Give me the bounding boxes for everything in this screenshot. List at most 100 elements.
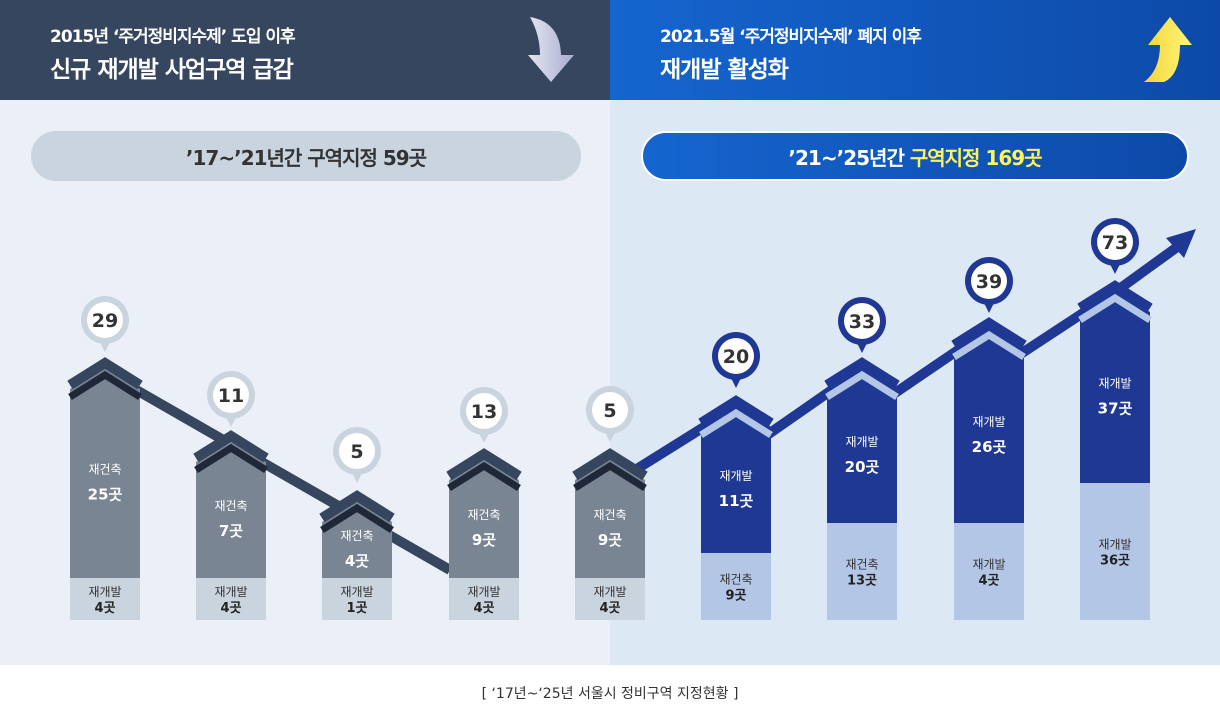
lower-type-label: 재개발 [214,585,247,599]
upper-value-label: 9곳 [472,531,496,549]
bar-upper [954,327,1024,523]
arrow-down-icon [528,17,574,82]
roof-stripe [68,370,142,400]
bubble [339,433,375,469]
total-label: 20 [723,346,749,368]
bar-upper [70,367,140,578]
pill-right-highlight: 구역지정 169곳 [909,145,1043,170]
bar-lower [954,523,1024,620]
lower-type-label: 재건축 [719,573,752,587]
roof-stripe [1078,293,1152,323]
lower-type-label: 재개발 [593,585,626,599]
roof-stripe [320,503,394,533]
bar-lower [827,523,897,620]
upper-type-label: 재건축 [467,508,500,522]
bubble [971,263,1007,299]
bar-upper [575,458,645,578]
upper-value-label: 11곳 [719,492,754,510]
trend-arrowhead [1166,229,1196,258]
roof-stripe [573,461,647,491]
roof-stripe [447,461,521,491]
lower-value-label: 9곳 [725,589,746,604]
bubble [844,303,880,339]
upper-value-label: 20곳 [845,458,880,476]
lower-value-label: 36곳 [1100,554,1130,569]
bar-upper [1080,290,1150,483]
bar-lower [322,578,392,620]
bubble [1097,224,1133,260]
pill-right-prefix: ’21~’25년간 [788,145,904,170]
roof [319,490,395,523]
summary-pill-right: ’21~’25년간 구역지정 169곳 [641,131,1189,181]
total-label: 5 [603,400,616,422]
upper-value-label: 26곳 [972,438,1007,456]
upper-value-label: 7곳 [219,522,243,540]
upper-type-label: 재개발 [972,415,1005,429]
upper-value-label: 37곳 [1098,400,1133,418]
header-right-line2: 재개발 활성화 [660,57,789,83]
roof [446,448,522,481]
header-left-line1: 2015년 ‘주거정비지수제’ 도입 이후 [50,27,296,47]
upper-value-label: 25곳 [88,486,123,504]
roof-stripe [952,330,1026,360]
roof-stripe [825,370,899,400]
bubble [592,392,628,428]
roof [67,357,143,390]
total-label: 13 [471,401,497,423]
total-label: 73 [1102,232,1128,254]
lower-value-label: 4곳 [220,601,241,616]
upper-type-label: 재개발 [845,435,878,449]
header-right-line1: 2021.5월 ‘주거정비지수제’ 폐지 이후 [660,27,922,47]
total-label: 39 [976,271,1002,293]
bar-upper [449,458,519,578]
upper-type-label: 재건축 [88,463,121,477]
lower-value-label: 1곳 [346,601,367,616]
upper-type-label: 재건축 [340,529,373,543]
lower-value-label: 13곳 [847,574,877,589]
upper-type-label: 재건축 [214,499,247,513]
caption: [ ‘17년~‘25년 서울시 정비구역 지정현황 ] [481,686,739,702]
upper-type-label: 재개발 [1098,377,1131,391]
bubble [466,393,502,429]
lower-value-label: 4곳 [94,601,115,616]
roof-stripe [194,443,268,473]
upper-type-label: 재개발 [719,469,752,483]
bubble [718,338,754,374]
bar-upper [701,405,771,553]
bar-lower [449,578,519,620]
total-label: 29 [92,310,118,332]
roof [951,317,1027,350]
summary-pill-left: ’17~’21년간 구역지정 59곳 [31,131,581,181]
arrow-up-icon [1144,17,1192,82]
bar-lower [70,578,140,620]
lower-value-label: 4곳 [599,601,620,616]
roof [193,430,269,463]
lower-value-label: 4곳 [978,574,999,589]
total-label: 5 [350,441,363,463]
total-label: 11 [218,385,244,407]
roof [824,357,900,390]
trend-line-decline [102,367,453,575]
upper-type-label: 재건축 [593,508,626,522]
bar-lower [1080,483,1150,620]
roof [1077,280,1153,313]
bar-upper [196,440,266,578]
bar-upper [827,367,897,523]
upper-value-label: 9곳 [598,531,622,549]
bar-lower [196,578,266,620]
lower-value-label: 4곳 [473,601,494,616]
roof-stripe [699,408,773,438]
lower-type-label: 재건축 [845,558,878,572]
bubble [213,377,249,413]
